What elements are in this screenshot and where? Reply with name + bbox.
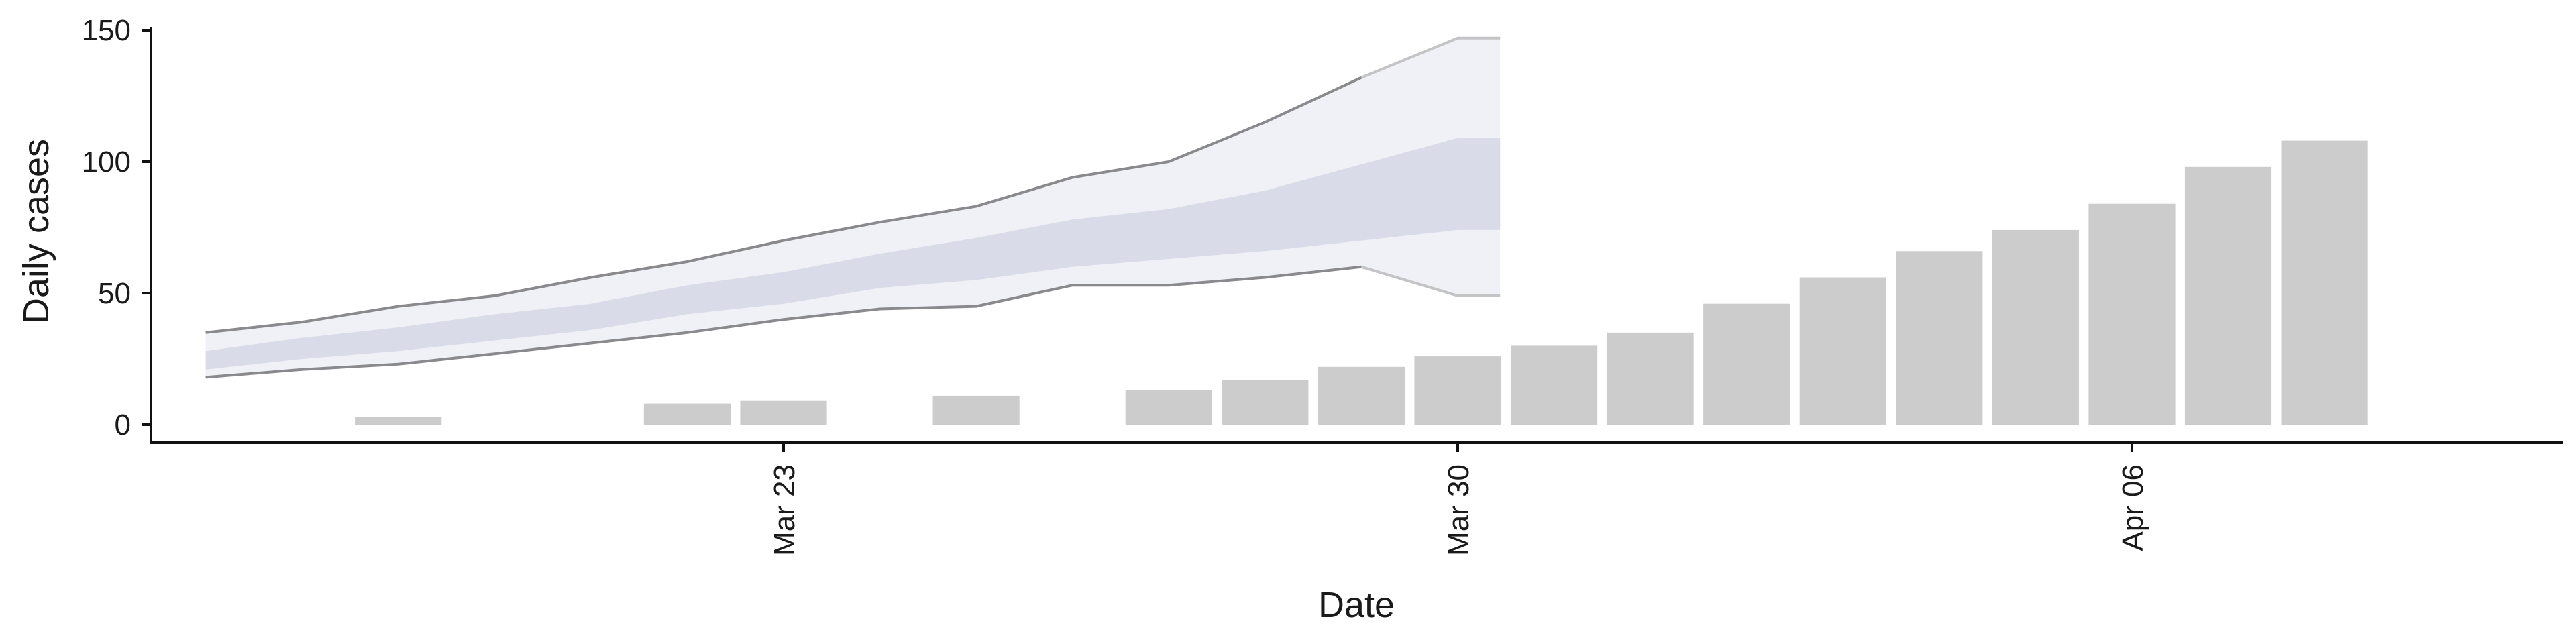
y-tick-label-0: 0 [115, 409, 131, 441]
y-tick-label-50: 50 [98, 277, 131, 310]
axes [150, 27, 2563, 444]
bar-2020-04-07 [2184, 166, 2272, 425]
bar-2020-03-29 [1318, 366, 1405, 425]
x-tick-label-2020-03-23: Mar 23 [768, 464, 801, 556]
bar-2020-04-05 [1992, 229, 2079, 425]
bar-2020-03-30 [1414, 356, 1501, 425]
bar-2020-04-04 [1896, 251, 1983, 425]
bar-2020-03-27 [1125, 390, 1212, 425]
ticks: 0 50 100 150 Mar 23 Mar 30 Apr 06 [82, 14, 2149, 556]
bar-2020-03-22 [643, 403, 731, 425]
projection-band-layer [205, 36, 1501, 379]
bar-2020-03-19 [355, 417, 442, 425]
band-lower-line [205, 265, 1362, 379]
bar-2020-04-08 [2281, 140, 2368, 425]
x-axis-title: Date [1318, 585, 1395, 625]
band-outer [205, 38, 1501, 378]
bar-2020-03-31 [1511, 345, 1598, 425]
bar-2020-04-06 [2088, 203, 2176, 425]
band-upper-line [205, 76, 1362, 334]
band-lower-line-projected [1360, 265, 1501, 297]
y-tick-label-100: 100 [82, 146, 131, 178]
y-axis-title: Daily cases [16, 139, 56, 324]
bar-2020-03-28 [1222, 380, 1309, 425]
bar-layer [355, 140, 2368, 425]
bar-2020-04-01 [1607, 332, 1694, 425]
bar-2020-04-03 [1799, 277, 1886, 425]
x-tick-label-2020-03-30: Mar 30 [1442, 464, 1475, 556]
y-tick-label-150: 150 [82, 14, 131, 47]
bar-2020-04-02 [1703, 303, 1790, 425]
band-upper-line-projected [1360, 36, 1501, 79]
x-tick-label-2020-04-06: Apr 06 [2116, 464, 2149, 551]
bar-2020-03-25 [932, 395, 1020, 425]
bar-2020-03-23 [740, 400, 827, 425]
band-inner [205, 138, 1501, 370]
